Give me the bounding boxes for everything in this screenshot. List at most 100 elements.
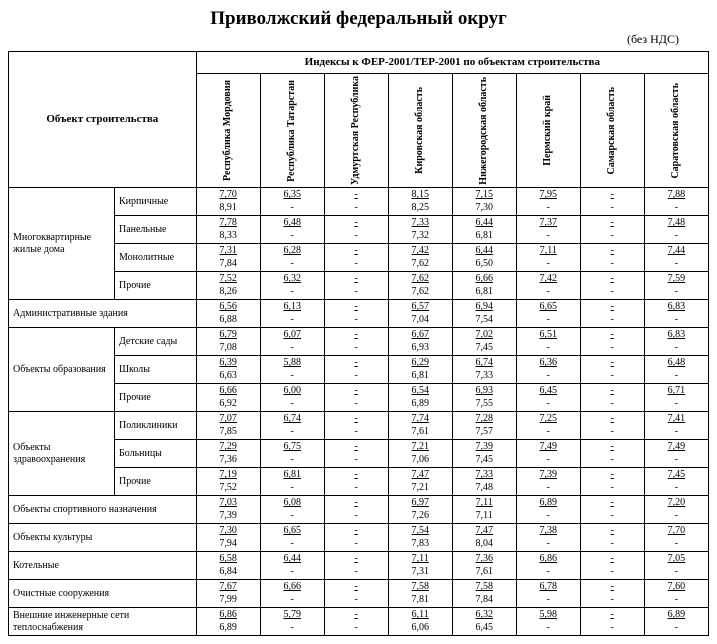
value-cell: 6,35-: [260, 188, 324, 216]
value-cell: 6,586,84: [196, 552, 260, 580]
value-cell: 7,307,94: [196, 524, 260, 552]
region-header: Пермский край: [516, 74, 580, 188]
value-cell: 6,65-: [260, 524, 324, 552]
value-cell: 7,38-: [516, 524, 580, 552]
value-cell: 6,36-: [516, 356, 580, 384]
value-cell: 6,83-: [644, 300, 708, 328]
value-cell: 6,00-: [260, 384, 324, 412]
value-cell: 7,44-: [644, 244, 708, 272]
value-cell: 6,07-: [260, 328, 324, 356]
subgroup-label: Детские сады: [114, 328, 196, 356]
value-cell: --: [580, 580, 644, 608]
value-cell: 7,45-: [644, 468, 708, 496]
value-cell: 6,446,81: [452, 216, 516, 244]
value-cell: 6,66-: [260, 580, 324, 608]
value-cell: 7,95-: [516, 188, 580, 216]
value-cell: --: [324, 328, 388, 356]
value-cell: 7,788,33: [196, 216, 260, 244]
subgroup-label: Поликлиники: [114, 412, 196, 440]
value-cell: 7,39-: [516, 468, 580, 496]
region-header: Кировская область: [388, 74, 452, 188]
value-cell: 7,59-: [644, 272, 708, 300]
value-cell: 7,677,99: [196, 580, 260, 608]
group-label: Многоквартирные жилые дома: [9, 188, 115, 300]
value-cell: 7,70-: [644, 524, 708, 552]
value-cell: --: [324, 524, 388, 552]
value-cell: --: [324, 356, 388, 384]
value-cell: 6,86-: [516, 552, 580, 580]
region-header: Республика Татарстан: [260, 74, 324, 188]
region-header: Нижегородская область: [452, 74, 516, 188]
value-cell: 6,666,92: [196, 384, 260, 412]
value-cell: 6,866,89: [196, 608, 260, 636]
value-cell: --: [580, 412, 644, 440]
table-row: Объекты образованияДетские сады6,797,086…: [9, 328, 709, 356]
value-cell: 6,28-: [260, 244, 324, 272]
value-cell: 7,477,21: [388, 468, 452, 496]
value-cell: 7,60-: [644, 580, 708, 608]
value-cell: --: [580, 440, 644, 468]
value-cell: 6,89-: [644, 608, 708, 636]
value-cell: 7,217,06: [388, 440, 452, 468]
value-cell: 6,13-: [260, 300, 324, 328]
value-cell: 8,158,25: [388, 188, 452, 216]
value-cell: --: [324, 384, 388, 412]
table-row: Очистные сооружения7,677,996,66---7,587,…: [9, 580, 709, 608]
value-cell: 6,947,54: [452, 300, 516, 328]
group-label: Котельные: [9, 552, 197, 580]
value-cell: 7,027,45: [452, 328, 516, 356]
value-cell: --: [580, 384, 644, 412]
value-cell: --: [580, 468, 644, 496]
value-cell: 5,79-: [260, 608, 324, 636]
table-head: Объект строительства Индексы к ФЕР-2001/…: [9, 52, 709, 188]
value-cell: 7,317,84: [196, 244, 260, 272]
value-cell: 7,077,85: [196, 412, 260, 440]
value-cell: 6,81-: [260, 468, 324, 496]
table-row: Прочие6,666,926,00---6,546,896,937,556,4…: [9, 384, 709, 412]
value-cell: 6,45-: [516, 384, 580, 412]
region-header: Удмуртская Республика: [324, 74, 388, 188]
table-row: Объекты здравоохраненияПоликлиники7,077,…: [9, 412, 709, 440]
value-cell: 6,566,88: [196, 300, 260, 328]
table-row: Административные здания6,566,886,13---6,…: [9, 300, 709, 328]
region-header: Республика Мордовия: [196, 74, 260, 188]
value-cell: 7,41-: [644, 412, 708, 440]
value-cell: 7,37-: [516, 216, 580, 244]
value-cell: 6,89-: [516, 496, 580, 524]
value-cell: 7,297,36: [196, 440, 260, 468]
value-cell: --: [580, 272, 644, 300]
value-cell: 7,627,62: [388, 272, 452, 300]
subgroup-label: Прочие: [114, 272, 196, 300]
value-cell: 7,528,26: [196, 272, 260, 300]
value-cell: 7,197,52: [196, 468, 260, 496]
table-row: Монолитные7,317,846,28---7,427,626,446,5…: [9, 244, 709, 272]
value-cell: 6,51-: [516, 328, 580, 356]
value-cell: 6,71-: [644, 384, 708, 412]
value-cell: --: [324, 216, 388, 244]
value-cell: 5,98-: [516, 608, 580, 636]
value-cell: --: [324, 440, 388, 468]
value-cell: 7,20-: [644, 496, 708, 524]
group-label: Внешние инженерные сети теплоснабжения: [9, 608, 197, 636]
subgroup-label: Больницы: [114, 440, 196, 468]
value-cell: 6,83-: [644, 328, 708, 356]
value-cell: 6,446,50: [452, 244, 516, 272]
page-title: Приволжский федеральный округ: [8, 8, 709, 30]
value-cell: 5,88-: [260, 356, 324, 384]
subgroup-label: Кирпичные: [114, 188, 196, 216]
value-cell: 7,708,91: [196, 188, 260, 216]
table-row: Школы6,396,635,88---6,296,816,747,336,36…: [9, 356, 709, 384]
header-object: Объект строительства: [9, 52, 197, 188]
value-cell: 7,117,31: [388, 552, 452, 580]
value-cell: 6,977,26: [388, 496, 452, 524]
value-cell: 7,49-: [516, 440, 580, 468]
value-cell: --: [324, 496, 388, 524]
value-cell: --: [580, 552, 644, 580]
group-label: Объекты образования: [9, 328, 115, 412]
value-cell: 6,48-: [260, 216, 324, 244]
value-cell: 6,797,08: [196, 328, 260, 356]
value-cell: 6,747,33: [452, 356, 516, 384]
value-cell: 7,337,48: [452, 468, 516, 496]
value-cell: 7,747,61: [388, 412, 452, 440]
group-label: Очистные сооружения: [9, 580, 197, 608]
